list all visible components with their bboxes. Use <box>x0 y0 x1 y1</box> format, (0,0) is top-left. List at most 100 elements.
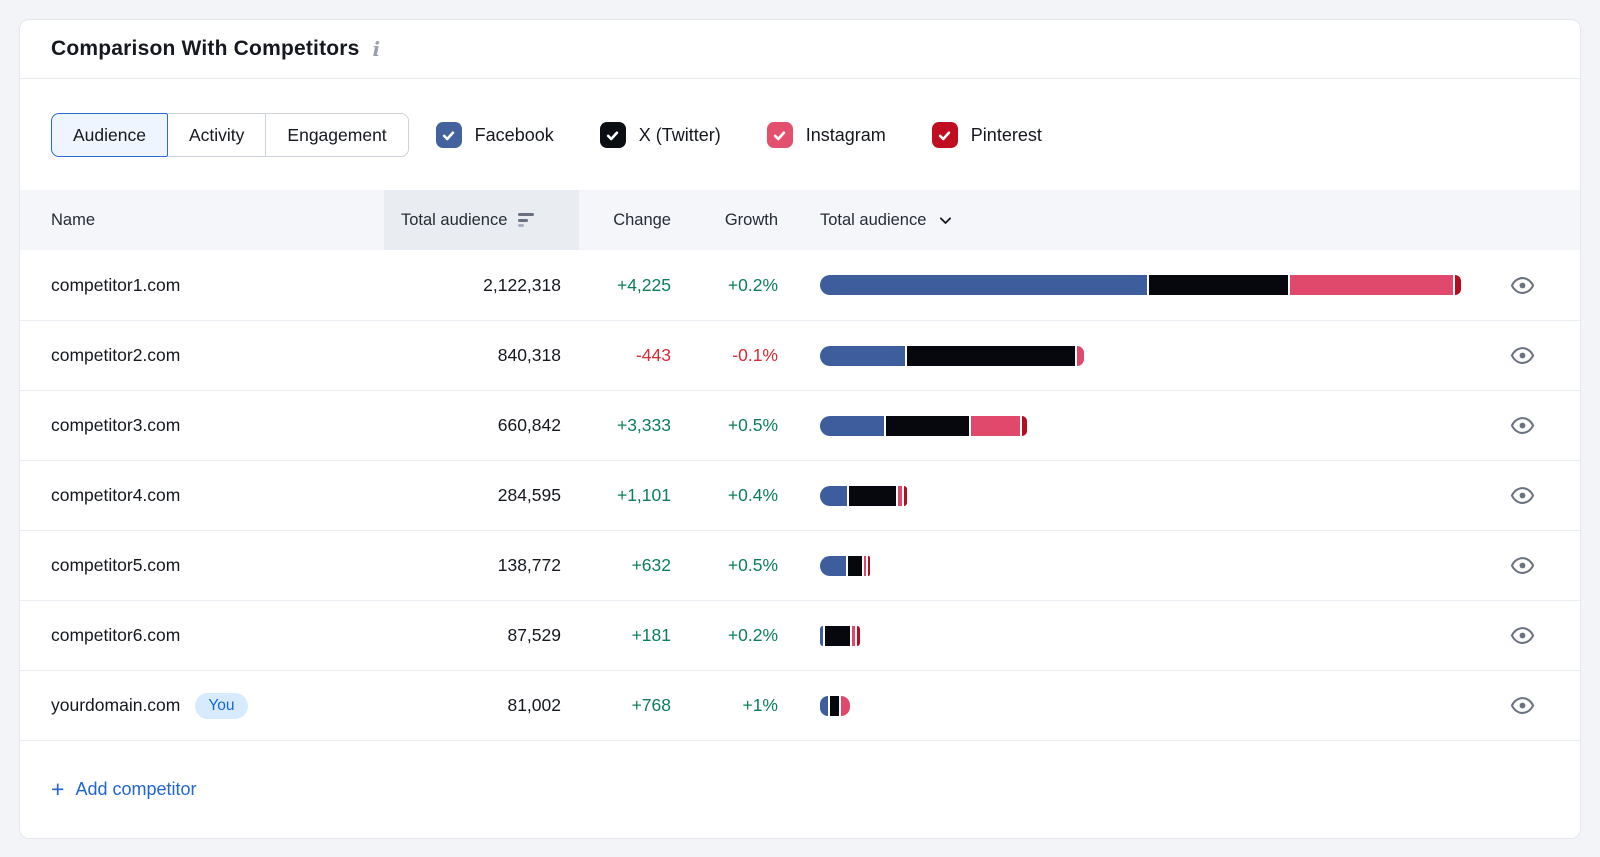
cell-change: +4,225 <box>616 274 671 295</box>
audience-bar <box>820 415 1027 436</box>
cell-growth: -0.1% <box>732 345 778 365</box>
bar-segment-x <box>886 415 969 436</box>
filter-label-x: X (Twitter) <box>638 124 721 145</box>
eye-icon <box>1510 276 1534 294</box>
audience-bar <box>820 275 1461 295</box>
cell-growth: +1% <box>742 695 778 715</box>
competitor-name: competitor4.com <box>51 485 181 505</box>
controls-row: Audience Activity Engagement Facebook X (Tw… <box>20 79 1580 190</box>
cell-audience-bar <box>796 391 1464 460</box>
bar-segment-x <box>830 695 839 716</box>
eye-button[interactable] <box>1509 552 1536 579</box>
cell-actions <box>1464 531 1580 600</box>
checkbox-pinterest[interactable] <box>931 122 958 148</box>
audience-bar <box>820 695 850 716</box>
check-icon <box>442 130 455 140</box>
cell-total-audience: 660,842 <box>497 415 561 435</box>
cell-name: competitor1.com <box>20 250 384 320</box>
table-row: yourdomain.com You 81,002 +768 +1% <box>20 670 1580 740</box>
tab-engagement[interactable]: Engagement <box>266 113 409 157</box>
check-icon <box>607 130 619 140</box>
column-change: Change <box>613 210 671 229</box>
filter-instagram[interactable]: Instagram <box>766 122 886 148</box>
eye-icon <box>1510 627 1534 644</box>
bar-segment-instagram <box>898 485 902 506</box>
bar-segment-pinterest <box>904 485 907 506</box>
bar-segment-instagram <box>1290 275 1453 295</box>
bar-segment-x <box>848 555 862 576</box>
eye-button[interactable] <box>1509 692 1536 719</box>
eye-icon <box>1510 697 1534 714</box>
audience-bar <box>820 345 1084 366</box>
eye-button[interactable] <box>1509 272 1536 299</box>
bar-segment-instagram <box>864 555 866 576</box>
eye-button[interactable] <box>1509 622 1536 649</box>
filter-pinterest[interactable]: Pinterest <box>931 122 1042 148</box>
eye-icon <box>1510 557 1534 574</box>
cell-total-audience: 138,772 <box>497 555 561 575</box>
cell-change: +1,101 <box>616 485 671 505</box>
table-row: competitor2.com 840,318 -443 -0.1% <box>20 320 1580 390</box>
bar-segment-instagram <box>1077 345 1084 366</box>
cell-audience-bar <box>796 601 1464 670</box>
network-filters: Facebook X (Twitter) Instagram Pinterest <box>409 122 1042 148</box>
checkbox-facebook[interactable] <box>435 122 462 148</box>
bar-segment-facebook <box>820 275 1147 295</box>
eye-icon <box>1510 347 1534 364</box>
cell-name: competitor6.com <box>20 601 384 670</box>
table-row: competitor3.com 660,842 +3,333 +0.5% <box>20 390 1580 460</box>
eye-button[interactable] <box>1509 412 1536 439</box>
bar-segment-instagram <box>852 625 855 646</box>
filter-label-pinterest: Pinterest <box>970 124 1042 145</box>
cell-growth: +0.2% <box>727 625 778 645</box>
chevron-down-icon <box>937 212 954 229</box>
cell-actions <box>1464 391 1580 460</box>
plus-icon: + <box>51 776 65 802</box>
cell-growth: +0.2% <box>727 274 778 295</box>
cell-change: -443 <box>635 345 671 365</box>
cell-audience-bar <box>796 321 1464 390</box>
cell-change: +768 <box>631 695 671 715</box>
filter-facebook[interactable]: Facebook <box>435 122 554 148</box>
competitors-table: competitor1.com 2,122,318 +4,225 +0.2% c… <box>20 250 1580 740</box>
filter-label-facebook: Facebook <box>474 124 554 145</box>
table-row: competitor1.com 2,122,318 +4,225 +0.2% <box>20 250 1580 320</box>
checkbox-instagram[interactable] <box>766 122 793 148</box>
eye-button[interactable] <box>1509 482 1536 509</box>
cell-audience-bar <box>796 250 1464 320</box>
cell-actions <box>1464 461 1580 530</box>
info-icon[interactable]: i <box>372 37 381 61</box>
bar-column-dropdown[interactable]: Total audience <box>796 190 1464 250</box>
eye-button[interactable] <box>1509 342 1536 369</box>
card-footer: + Add competitor <box>20 740 1580 838</box>
add-competitor-button[interactable]: + Add competitor <box>51 778 197 801</box>
cell-total-audience: 840,318 <box>497 345 561 365</box>
filter-x[interactable]: X (Twitter) <box>599 122 721 148</box>
tab-activity[interactable]: Activity <box>167 113 267 157</box>
bar-segment-x <box>825 625 850 646</box>
bar-column-label: Total audience <box>820 210 927 229</box>
column-total-audience-sorted[interactable]: Total audience <box>384 190 579 250</box>
column-actions <box>1464 190 1580 250</box>
column-name: Name <box>51 210 96 229</box>
bar-segment-pinterest <box>1022 415 1027 436</box>
check-icon <box>774 130 786 140</box>
cell-change: +3,333 <box>616 415 671 435</box>
bar-segment-facebook <box>820 625 823 646</box>
cell-actions <box>1464 671 1580 740</box>
tab-audience[interactable]: Audience <box>51 113 168 157</box>
cell-growth: +0.4% <box>727 485 778 505</box>
cell-change: +181 <box>631 625 671 645</box>
bar-segment-x <box>849 485 896 506</box>
bar-segment-x <box>1149 275 1288 295</box>
check-icon <box>939 130 951 140</box>
competitor-name: competitor3.com <box>51 415 181 435</box>
cell-actions <box>1464 601 1580 670</box>
bar-segment-pinterest <box>868 555 870 576</box>
checkbox-x[interactable] <box>599 122 626 148</box>
add-competitor-label: Add competitor <box>75 779 197 799</box>
cell-actions <box>1464 250 1580 320</box>
bar-segment-facebook <box>820 695 828 716</box>
cell-audience-bar <box>796 461 1464 530</box>
cell-actions <box>1464 321 1580 390</box>
